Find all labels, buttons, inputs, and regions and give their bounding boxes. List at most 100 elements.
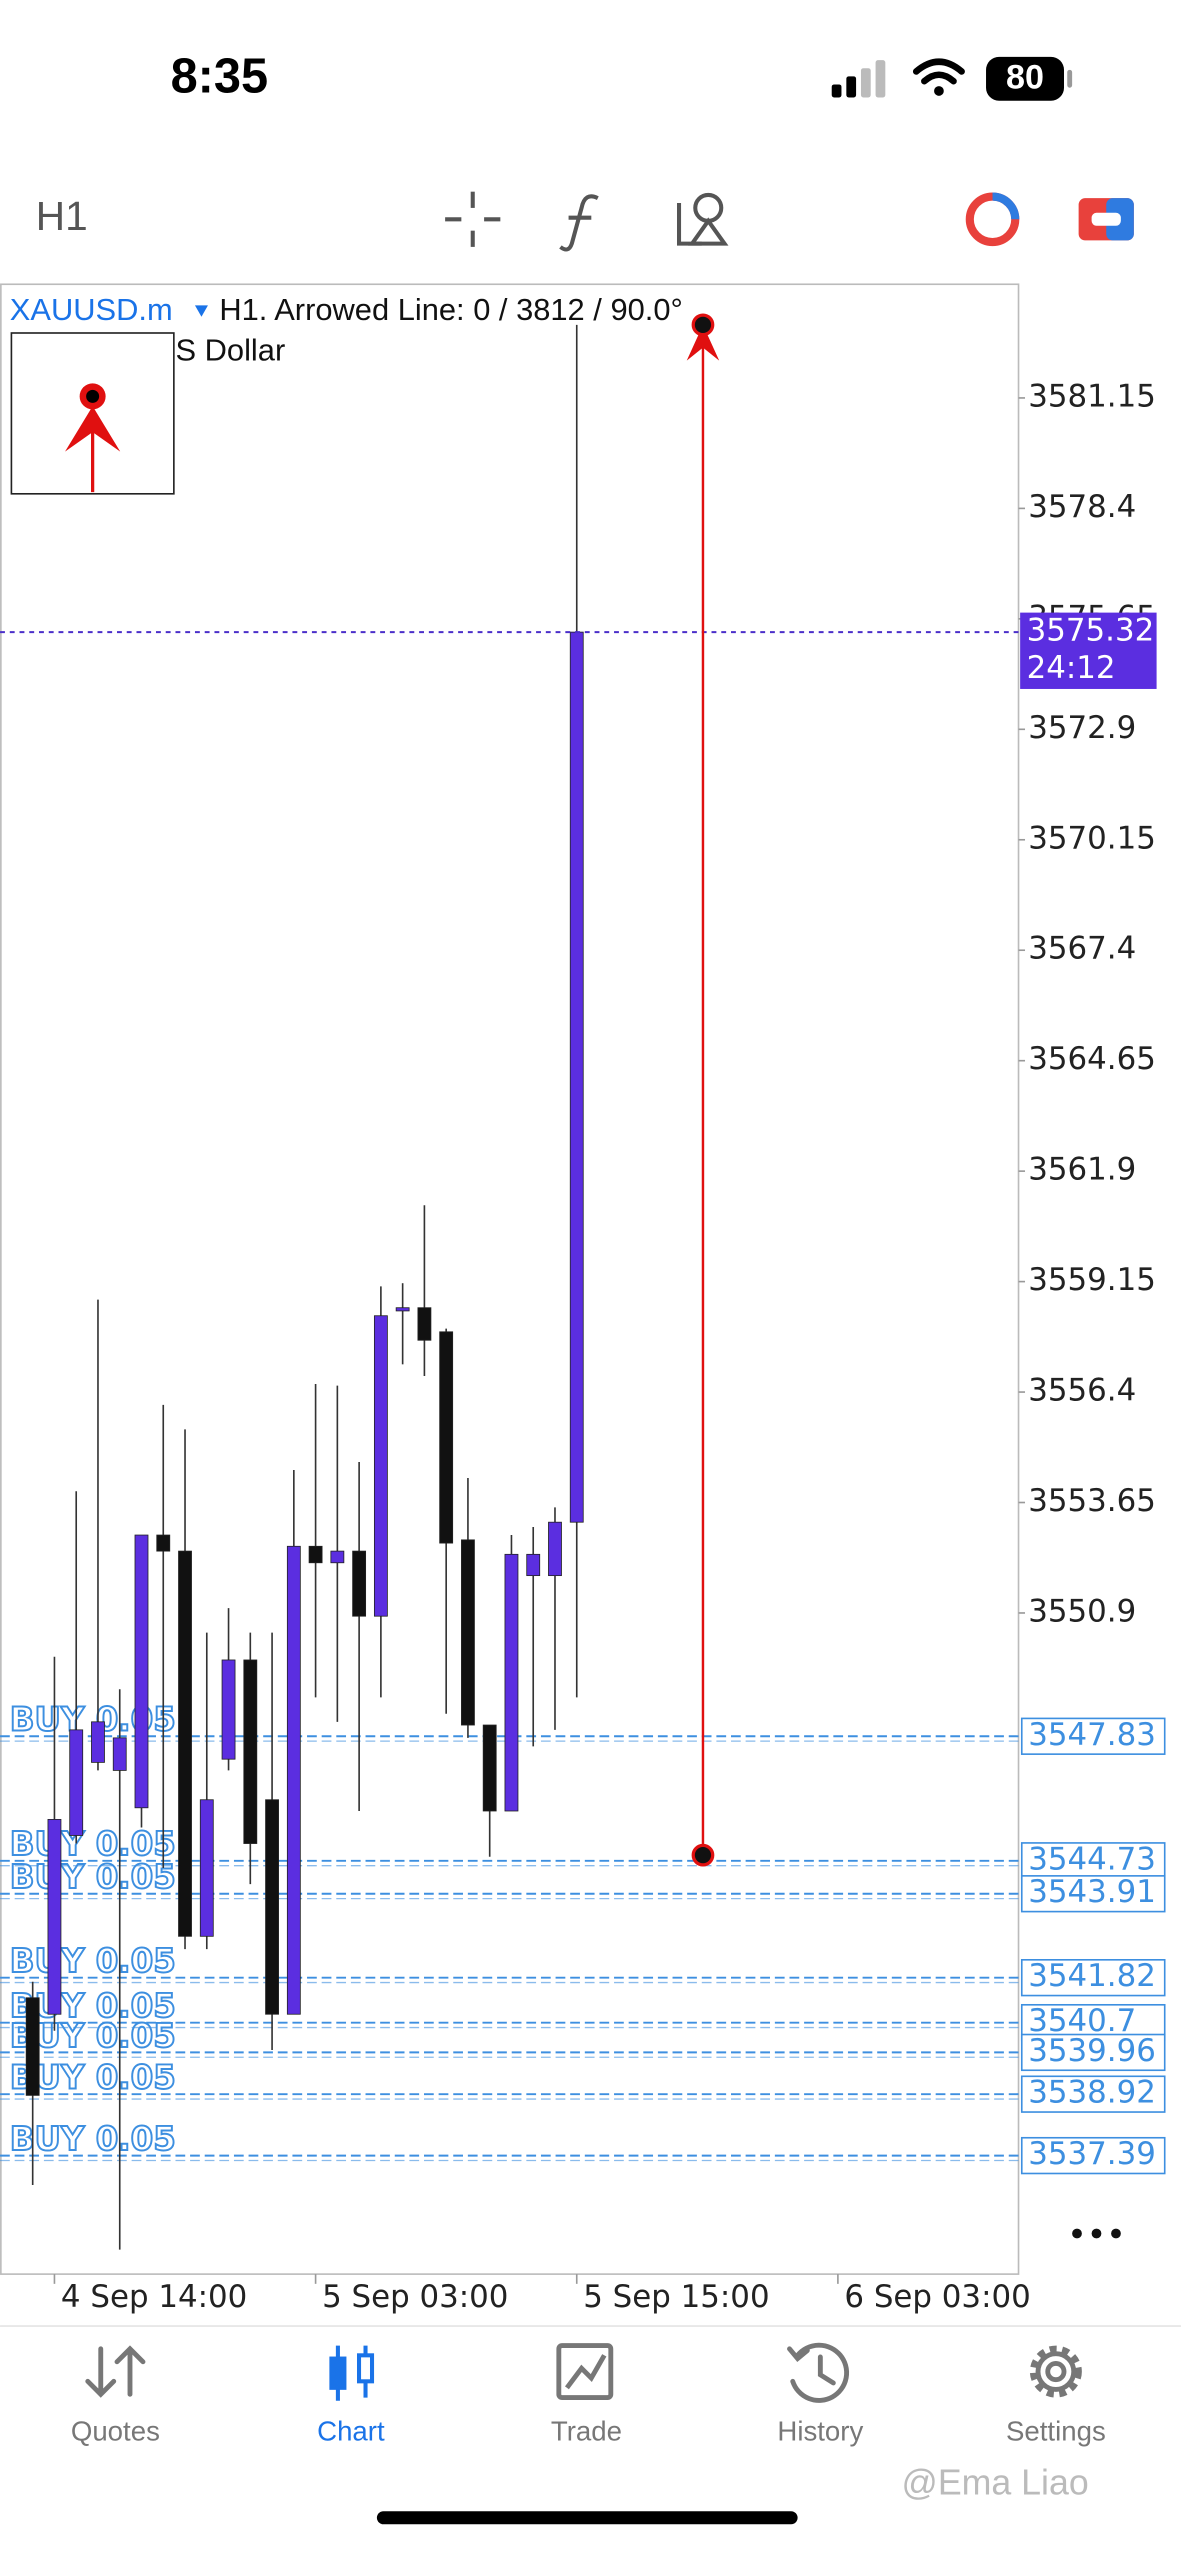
- tab-chart-icon-part[interactable]: [329, 2356, 347, 2390]
- order-price-box: [1020, 2136, 1166, 2175]
- candle-body: [178, 1550, 192, 1937]
- candle-body: [47, 1819, 62, 2015]
- order-price-box: [1020, 1959, 1166, 1997]
- tab-quotes-icon-part[interactable]: [85, 2346, 117, 2398]
- clock: 8:35: [171, 49, 269, 103]
- y-tick-label: 3556.4: [1028, 1373, 1136, 1409]
- candle-body: [134, 1534, 149, 1809]
- wifi-icon: [912, 58, 965, 96]
- order-price-box: [1020, 1875, 1166, 1913]
- order-label: BUY 0.05: [10, 1942, 176, 1980]
- home-indicator: [376, 2511, 798, 2525]
- tab-quotes-icon-part[interactable]: [114, 2345, 146, 2397]
- arrow-head: [686, 324, 720, 361]
- one-click-button[interactable]: [1078, 198, 1134, 241]
- chart-subtitle: S Dollar: [175, 333, 285, 368]
- order-price-box: [1020, 2075, 1166, 2113]
- timeframe-button[interactable]: H1: [36, 193, 88, 239]
- candle-body: [25, 1997, 40, 2096]
- order-price-label: 3539.96: [1028, 2033, 1156, 2069]
- x-tick-label: 4 Sep 14:00: [61, 2279, 247, 2315]
- candle-body: [569, 631, 584, 1523]
- status-bar: 8:35 80: [171, 49, 1073, 103]
- tab-history-icon-part[interactable]: [817, 2354, 836, 2386]
- candle-body: [286, 1545, 301, 2015]
- y-tick-label: 3572.9: [1028, 710, 1136, 746]
- toolbar: H1: [36, 191, 1134, 252]
- plot-area: 3581.153578.43575.653572.93570.153567.43…: [0, 313, 1166, 2315]
- tab-history-icon-part[interactable]: [787, 2346, 810, 2363]
- candle-body: [373, 1315, 388, 1617]
- y-tick-label: 3570.15: [1028, 820, 1156, 856]
- candle-body: [417, 1307, 432, 1341]
- one-click-button-part[interactable]: [1091, 212, 1121, 226]
- signal-icon-part: [831, 84, 842, 98]
- current-price-tag: [1020, 612, 1157, 689]
- y-tick-label: 3550.9: [1028, 1593, 1136, 1629]
- tab-chart-icon[interactable]: [329, 2345, 375, 2401]
- candle-body: [482, 1724, 497, 1812]
- crosshair-button[interactable]: [445, 191, 501, 247]
- objects-button[interactable]: [676, 192, 729, 246]
- tab-quotes-icon[interactable]: [85, 2345, 146, 2398]
- arrow-endpoint[interactable]: [691, 313, 715, 337]
- objects-button-part[interactable]: [688, 217, 729, 246]
- signal-icon-part: [846, 76, 857, 98]
- battery-icon: 80: [986, 56, 1073, 101]
- arrow-endpoint[interactable]: [691, 1843, 715, 1867]
- order-price-label: 3538.92: [1028, 2075, 1156, 2111]
- indicators-button[interactable]: [559, 194, 599, 252]
- symbol[interactable]: XAUUSD.m: [10, 292, 173, 327]
- battery-level: 80: [1006, 59, 1044, 97]
- tab-trade-icon[interactable]: [556, 2343, 614, 2400]
- tab-label[interactable]: Chart: [317, 2416, 385, 2447]
- objects-button-part[interactable]: [693, 192, 724, 223]
- battery-icon-part: [1067, 69, 1073, 88]
- symbol-dropdown[interactable]: [194, 305, 208, 317]
- x-tick-label: 5 Sep 15:00: [583, 2279, 769, 2315]
- more-button-part[interactable]: [1111, 2228, 1121, 2239]
- more-button[interactable]: [1072, 2228, 1121, 2239]
- tab-label[interactable]: Trade: [551, 2416, 622, 2447]
- battery-icon-part: [986, 56, 1065, 101]
- tab-bar: [85, 2342, 1082, 2403]
- order-price-box: [1020, 2033, 1166, 2072]
- trade-signal-button-part[interactable]: [992, 192, 1020, 220]
- arrow-preview-icon-part: [65, 406, 121, 452]
- y-tick-label: 3561.9: [1028, 1152, 1136, 1188]
- tab-settings-icon-part[interactable]: [1045, 2361, 1067, 2383]
- tab-label[interactable]: Settings: [1006, 2416, 1106, 2447]
- tab-settings-icon-part[interactable]: [1029, 2345, 1082, 2398]
- y-tick-label: 3553.65: [1028, 1483, 1156, 1519]
- candle-body: [265, 1799, 279, 2015]
- tab-settings-icon-part[interactable]: [1035, 2351, 1077, 2392]
- tab-trade-icon-part[interactable]: [564, 2354, 607, 2390]
- tab-label[interactable]: History: [777, 2416, 863, 2447]
- tab-history-icon[interactable]: [787, 2342, 850, 2403]
- x-tick-label: 5 Sep 03:00: [322, 2279, 508, 2315]
- more-button-part[interactable]: [1091, 2228, 1102, 2239]
- tab-chart-icon-part[interactable]: [356, 2353, 375, 2384]
- candle-body: [330, 1550, 345, 1564]
- candle-body: [504, 1553, 519, 1812]
- candle-body: [352, 1550, 367, 1617]
- chart-info: H1. Arrowed Line: 0 / 3812 / 90.0°: [219, 292, 683, 327]
- tab-settings-icon[interactable]: [1029, 2345, 1082, 2398]
- bar-countdown: 24:12: [1027, 650, 1116, 686]
- signal-icon: [831, 60, 886, 98]
- tab-labels: Quotes Chart Trade History Settings: [71, 2416, 1106, 2447]
- arrow-preview-icon-part: [86, 389, 100, 403]
- order-price-label: 3537.39: [1028, 2136, 1156, 2172]
- tab-label[interactable]: Quotes: [71, 2416, 160, 2447]
- trade-signal-button[interactable]: [965, 192, 1020, 247]
- watermark: @Ema Liao: [902, 2463, 1089, 2503]
- candle-body: [439, 1331, 454, 1544]
- arrow-preview-icon: [65, 383, 121, 493]
- tab-history-icon-part[interactable]: [790, 2342, 850, 2403]
- more-button-part[interactable]: [1072, 2228, 1082, 2239]
- order-price-label: 3540.7: [1028, 2003, 1136, 2039]
- candle-body: [112, 1737, 127, 1771]
- tab-trade-icon-part[interactable]: [556, 2343, 614, 2400]
- wifi-icon-part: [934, 86, 944, 96]
